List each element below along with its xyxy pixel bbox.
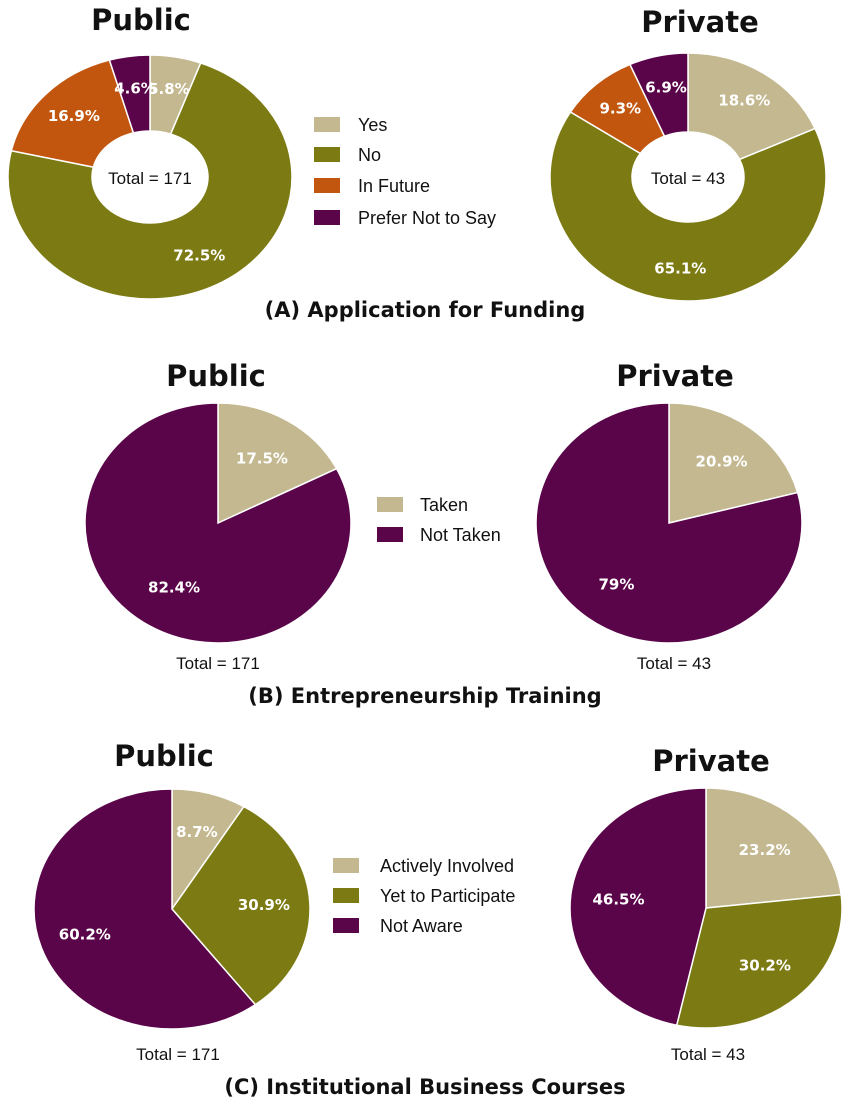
- pie-slice-not-taken: [84, 402, 352, 644]
- slice-label-actively-involved: 23.2%: [739, 841, 791, 859]
- section-a-private-title: Private: [641, 5, 759, 39]
- slice-label-no: 65.1%: [654, 259, 706, 277]
- pie-slice-no: [549, 110, 827, 302]
- pie-slice-prefer-not-to-say: [108, 54, 151, 134]
- pie-slice-not-taken: [535, 402, 803, 644]
- legend-swatch-not-aware: [333, 918, 359, 933]
- legend-swatch-yes: [314, 117, 340, 132]
- section-b-private-total: Total = 43: [637, 654, 711, 673]
- pie-slice-yet-to-participate: [171, 805, 311, 1006]
- section-b-public-total: Total = 171: [176, 654, 260, 673]
- section-b-private-title: Private: [616, 359, 734, 393]
- section-a-private-pie: 18.6% 65.1% 9.3%6.9%: [549, 52, 827, 302]
- pie-slice-prefer-not-to-say: [628, 52, 689, 138]
- pie-slice-yet-to-participate: [675, 893, 843, 1029]
- slice-label-not-taken: 79%: [599, 575, 635, 593]
- section-a-private-total: Total = 43: [651, 169, 725, 188]
- legend-label-yes: Yes: [358, 115, 387, 135]
- section-c-private-title: Private: [652, 744, 770, 778]
- pie-slice-in-future: [10, 59, 135, 168]
- legend-swatch-prefer-not: [314, 210, 340, 225]
- legend-label-actively-involved: Actively Involved: [380, 856, 514, 876]
- section-a-public-pie: 5.8% 72.5% 16.9% 4.6%: [7, 54, 293, 300]
- legend-label-not-aware: Not Aware: [380, 916, 463, 936]
- slice-label-yet-to-participate: 30.2%: [739, 957, 791, 975]
- slice-label-prefer-not-to-say: 4.6%: [114, 80, 156, 98]
- section-b-public-pie: 17.5% 82.4%: [84, 402, 352, 644]
- pie-slice-no: [7, 62, 293, 300]
- slice-label-not-aware: 60.2%: [59, 925, 111, 943]
- section-c-caption: (C) Institutional Business Courses: [224, 1075, 625, 1099]
- section-a: Public Private 5.8% 72.5% 16.9% 4.6% 18.6% 6…: [7, 3, 827, 322]
- section-b: Public Private 17.5% 82.4% 20.9% 79% Taken…: [84, 359, 803, 708]
- pie-slice-taken: [668, 402, 799, 524]
- slice-label-yes: 18.6%: [718, 92, 770, 110]
- section-b-private-pie: 20.9% 79%: [535, 402, 803, 644]
- pie-slice-actively-involved: [705, 787, 842, 909]
- section-b-public-title: Public: [166, 359, 266, 393]
- section-c: Public Private 8.7% 30.9% 60.2% 23.2% 30.2%…: [33, 739, 843, 1099]
- slice-label-no: 72.5%: [173, 247, 225, 265]
- legend-label-not-taken: Not Taken: [420, 525, 501, 545]
- donut-hole: [633, 133, 743, 221]
- legend-swatch-in-future: [314, 178, 340, 193]
- legend-label-taken: Taken: [420, 495, 468, 515]
- legend-label-in-future: In Future: [358, 176, 430, 196]
- donut-hole: [93, 132, 207, 222]
- slice-label-yes: 5.8%: [148, 80, 190, 98]
- legend-swatch-yet-to-participate: [333, 888, 359, 903]
- pie-slice-not-aware: [33, 788, 257, 1030]
- legend-swatch-actively-involved: [333, 858, 359, 873]
- legend-swatch-not-taken: [377, 527, 403, 542]
- section-a-public-title: Public: [91, 3, 191, 37]
- section-c-public-title: Public: [114, 739, 214, 773]
- slice-label-yet-to-participate: 30.9%: [238, 896, 290, 914]
- section-c-private-total: Total = 43: [671, 1045, 745, 1064]
- section-c-public-pie: 8.7% 30.9% 60.2%: [33, 788, 311, 1030]
- section-b-legend: Taken Not Taken: [377, 495, 501, 545]
- slice-label-in-future: 9.3%: [599, 99, 641, 117]
- slice-label-in-future: 16.9%: [48, 107, 100, 125]
- slice-label-not-aware: 46.5%: [592, 891, 644, 909]
- pie-slice-yes: [687, 52, 817, 161]
- section-a-caption: (A) Application for Funding: [265, 298, 586, 322]
- slice-label-taken: 17.5%: [236, 449, 288, 467]
- section-b-caption: (B) Entrepreneurship Training: [248, 684, 601, 708]
- section-a-public-total: Total = 171: [108, 169, 192, 188]
- section-c-private-pie: 23.2% 30.2% 46.5%: [569, 787, 843, 1029]
- slice-label-taken: 20.9%: [696, 453, 748, 471]
- legend-label-yet-to-participate: Yet to Participate: [380, 886, 515, 906]
- section-a-legend: Yes No In Future Prefer Not to Say: [314, 115, 496, 228]
- slice-label-actively-involved: 8.7%: [176, 823, 218, 841]
- pie-slice-not-aware: [569, 787, 707, 1027]
- legend-swatch-no: [314, 147, 340, 162]
- section-c-legend: Actively Involved Yet to Participate Not…: [333, 856, 515, 936]
- pie-slice-taken: [217, 402, 338, 525]
- section-c-public-total: Total = 171: [136, 1045, 220, 1064]
- slice-label-not-taken: 82.4%: [148, 579, 200, 597]
- legend-swatch-taken: [377, 497, 403, 512]
- slice-label-prefer-not-to-say: 6.9%: [645, 78, 687, 96]
- legend-label-no: No: [358, 145, 381, 165]
- legend-label-prefer-not: Prefer Not to Say: [358, 208, 496, 228]
